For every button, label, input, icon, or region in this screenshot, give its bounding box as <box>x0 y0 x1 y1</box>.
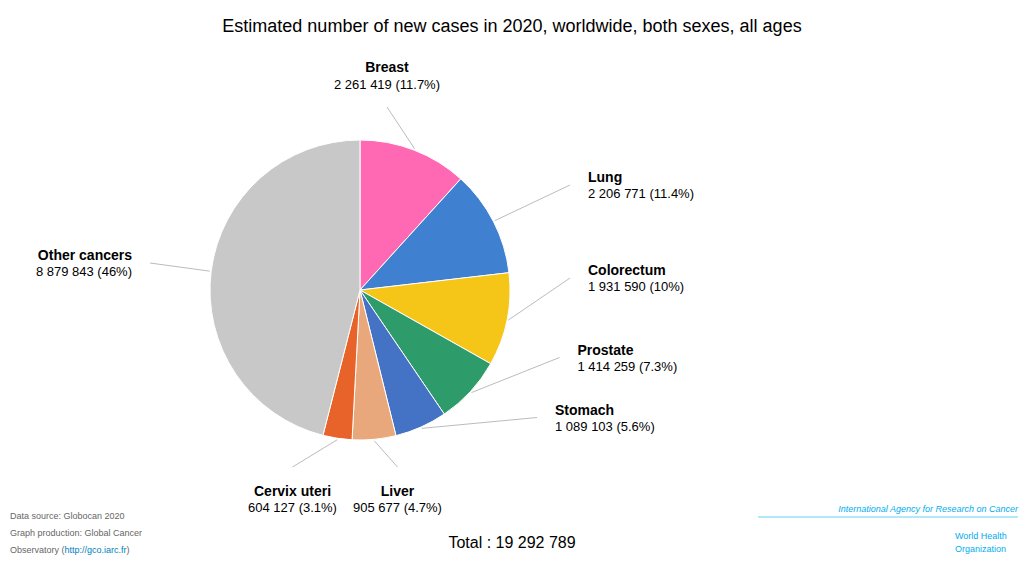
leader-line <box>387 107 415 149</box>
source-text: Data source: Globocan 2020 <box>10 511 125 521</box>
data-label: 1 931 590 (10%) <box>588 279 684 294</box>
data-label: 1 414 259 (7.3%) <box>578 359 678 374</box>
slice-name: Cervix uteri <box>254 483 331 499</box>
data-label: 905 677 (4.7%) <box>353 500 442 515</box>
pie-slice <box>210 140 360 435</box>
source-text: Graph production: Global Cancer <box>10 528 142 538</box>
slice-name: Other cancers <box>38 247 132 263</box>
labels: Breast 2 261 419 (11.7%) Lung2 206 771 (11… <box>36 59 694 515</box>
leader-line <box>495 185 570 221</box>
slice-name: Lung <box>588 169 622 185</box>
slice-name: Prostate <box>578 342 634 358</box>
data-label: 8 879 843 (46%) <box>36 264 132 279</box>
slice-name: Colorectum <box>588 262 666 278</box>
title: Estimated number of new cases in 2020, w… <box>222 16 801 36</box>
source-text: Observatory (http://gco.iarc.fr) <box>10 545 130 555</box>
who-text: World Health <box>955 531 1007 541</box>
separator <box>758 517 1018 518</box>
chart: Estimated number of new cases in 2020, w… <box>0 0 1024 567</box>
slice-name: Breast <box>365 59 409 75</box>
slice-name: Stomach <box>555 402 614 418</box>
iarc-text: International Agency for Research on Can… <box>838 504 1019 514</box>
data-label: 2 206 771 (11.4%) <box>588 186 694 201</box>
leader-line <box>374 441 397 467</box>
who-text: Organization <box>955 544 1006 554</box>
leader-line <box>471 358 559 393</box>
pie-slice <box>360 179 509 290</box>
leader-line <box>293 440 338 467</box>
source-url: http://gco.iarc.fr <box>65 545 127 555</box>
data-label: 604 127 (3.1%) <box>248 500 337 515</box>
source-text: ) <box>127 545 130 555</box>
data-label: 1 089 103 (5.6%) <box>555 419 655 434</box>
leader-line <box>150 263 210 271</box>
leader-line <box>509 278 570 320</box>
pie: Breast 2 261 419 (11.7%) Lung2 206 771 (11… <box>36 59 694 515</box>
source-text: Observatory ( <box>10 545 65 555</box>
total-label: Total : 19 292 789 <box>448 534 575 551</box>
data-label: 2 261 419 (11.7%) <box>334 77 440 92</box>
slice-name: Liver <box>381 483 415 499</box>
leader-line <box>422 418 537 429</box>
